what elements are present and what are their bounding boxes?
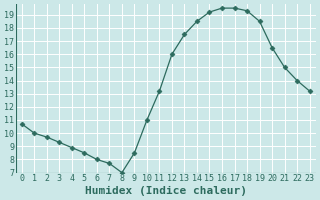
X-axis label: Humidex (Indice chaleur): Humidex (Indice chaleur) (85, 186, 247, 196)
